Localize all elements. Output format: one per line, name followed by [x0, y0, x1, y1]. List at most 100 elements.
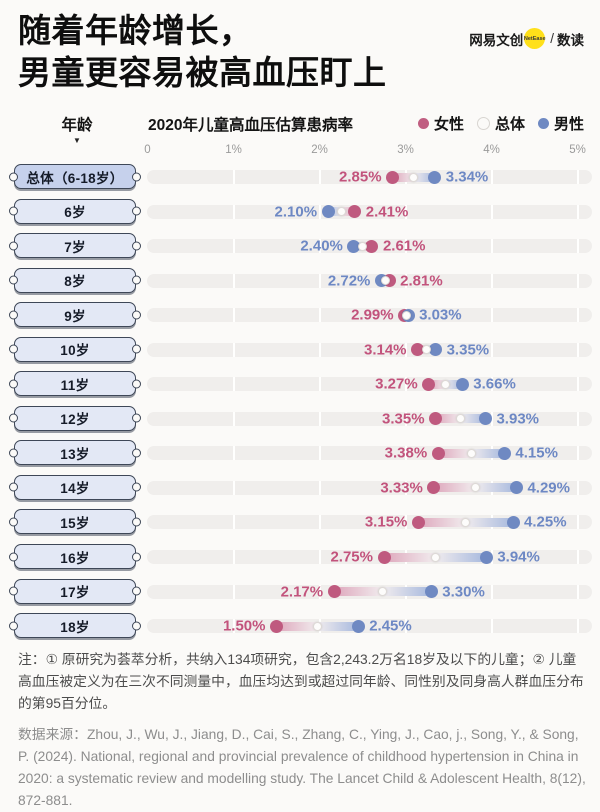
overall-dot: [378, 587, 388, 597]
legend-item-男性: 男性: [537, 113, 584, 134]
male-dot: [455, 377, 469, 391]
gridline: [232, 204, 235, 219]
bar-track: [147, 273, 592, 288]
male-dot: [428, 170, 442, 184]
female-value-label: 1.50%: [222, 617, 266, 635]
x-tick-label: 5%: [569, 144, 586, 156]
female-dot: [431, 446, 445, 460]
gridline: [318, 480, 321, 495]
chart-row: 17岁 2.17% 3.30%: [0, 575, 600, 610]
female-value-label: 3.35%: [382, 410, 425, 428]
chart-row: 18岁 1.50% 2.45%: [0, 609, 600, 644]
chart-row: 总体（6-18岁） 2.85% 3.34%: [0, 160, 600, 195]
male-value-label: 3.30%: [442, 583, 485, 601]
female-dot: [327, 585, 341, 599]
female-value-label: 2.75%: [330, 548, 373, 566]
bar-track: [147, 342, 592, 357]
overall-dot: [312, 621, 322, 631]
gridline: [318, 377, 321, 392]
chart-row: 6岁 2.10% 2.41%: [0, 195, 600, 230]
age-label: 11岁: [60, 377, 90, 393]
male-value-label: 3.66%: [473, 375, 516, 393]
chart-title: 2020年儿童高血压估算患病率: [148, 117, 353, 134]
age-label-pill: 9岁: [14, 302, 136, 328]
y-axis-header: 年龄: [61, 117, 93, 134]
logo-separator: /: [550, 31, 554, 46]
legend-label: 总体: [494, 116, 525, 133]
age-label-pill: 13岁: [14, 440, 136, 466]
gridline: [576, 411, 579, 426]
age-label-pill: 12岁: [14, 405, 136, 431]
overall-dot: [456, 414, 466, 424]
page-title: 随着年龄增长， 男童更容易被高血压盯上: [18, 10, 387, 94]
age-label-pill: 7岁: [14, 233, 136, 259]
overall-dot: [440, 379, 450, 389]
gridline: [404, 342, 407, 357]
male-value-label: 3.94%: [497, 548, 540, 566]
gridline: [576, 308, 579, 323]
male-dot: [429, 343, 443, 357]
female-value-label: 2.85%: [339, 168, 382, 186]
gridline: [490, 342, 493, 357]
gridline: [318, 204, 321, 219]
overall-dot: [470, 483, 480, 493]
x-axis-ticks: 0 1% 2% 3% 4% 5%: [0, 144, 600, 158]
age-label-pill: 总体（6-18岁）: [14, 164, 136, 189]
gridline: [318, 239, 321, 254]
male-dot: [478, 412, 492, 426]
gridline: [576, 273, 579, 288]
legend-item-总体: 总体: [476, 113, 525, 134]
x-tick-label: 4%: [483, 144, 500, 156]
gridline: [232, 446, 235, 461]
age-label: 总体（6-18岁）: [26, 170, 124, 186]
age-label: 10岁: [60, 343, 90, 359]
chart-row: 7岁 2.40% 2.61%: [0, 229, 600, 264]
female-value-label: 3.38%: [384, 444, 428, 462]
female-value-label: 3.15%: [364, 513, 408, 531]
gridline: [404, 204, 407, 219]
gridline: [232, 480, 235, 495]
overall-dot: [422, 345, 432, 355]
age-label-pill: 10岁: [14, 336, 136, 362]
gridline: [318, 446, 321, 461]
female-value-label: 3.27%: [375, 375, 418, 393]
female-dot: [429, 412, 443, 426]
age-label-pill: 11岁: [14, 371, 136, 397]
age-label-pill: 8岁: [14, 267, 136, 293]
male-dot: [347, 239, 361, 253]
age-label: 9岁: [64, 308, 86, 324]
logo-brand-text: 网易文创: [469, 32, 524, 48]
overall-dot: [466, 448, 476, 458]
gridline: [318, 550, 321, 565]
female-value-label: 3.33%: [380, 479, 423, 497]
gridline: [232, 584, 235, 599]
gridline: [404, 515, 407, 530]
chart-row: 15岁 3.15% 4.25%: [0, 505, 600, 540]
gridline: [576, 550, 579, 565]
gridline: [490, 377, 493, 392]
female-dot: [411, 343, 425, 357]
male-dot: [321, 205, 335, 219]
netease-shuju-logo: 网易文创 NetEase / 数读: [469, 28, 584, 49]
gridline: [490, 619, 493, 634]
gridline: [232, 239, 235, 254]
chart-row: 9岁 2.99% 3.03%: [0, 298, 600, 333]
x-tick-label: 0: [144, 144, 151, 156]
female-value-label: 3.14%: [363, 341, 407, 359]
legend-item-女性: 女性: [417, 113, 464, 134]
gridline: [576, 480, 579, 495]
male-value-label: 4.15%: [515, 444, 558, 462]
overall-dot: [358, 241, 368, 251]
chart-row: 10岁 3.14% 3.35%: [0, 333, 600, 368]
male-value-label: 2.72%: [327, 272, 371, 290]
overall-dot: [409, 172, 419, 182]
female-dot: [348, 205, 362, 219]
female-value-label: 2.99%: [351, 306, 394, 324]
x-tick-label: 3%: [397, 144, 414, 156]
legend-label: 女性: [433, 116, 464, 133]
gridline: [232, 411, 235, 426]
age-label: 18岁: [60, 619, 90, 635]
age-label: 15岁: [60, 515, 90, 531]
gridline: [576, 446, 579, 461]
chart-legend: 女性 总体 男性: [417, 113, 584, 134]
